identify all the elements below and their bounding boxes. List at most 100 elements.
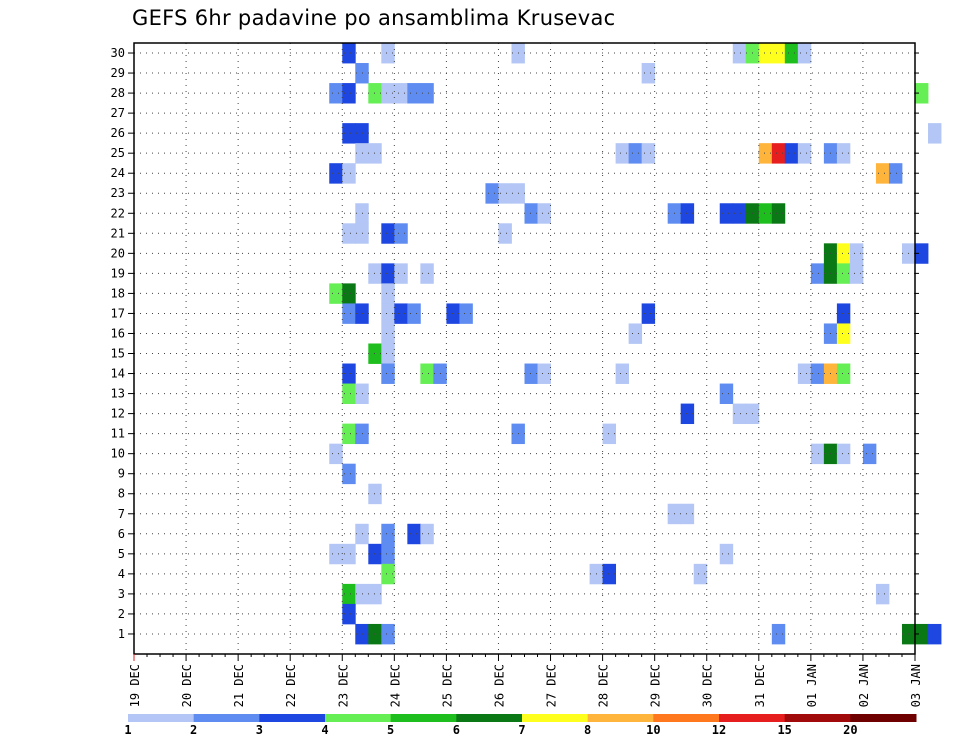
heatmap-cell (615, 143, 630, 164)
heatmap-cell (342, 223, 356, 244)
x-tick-label: 01 JAN (805, 664, 819, 707)
heatmap-cell (368, 623, 382, 645)
x-tick-label: 03 JAN (909, 664, 923, 707)
heatmap-cell (928, 123, 942, 144)
legend-color-box (259, 714, 326, 722)
heatmap-cell (355, 123, 369, 144)
heatmap-cell (381, 303, 395, 324)
heatmap-cell (381, 543, 395, 565)
heatmap-cell (342, 603, 356, 625)
y-tick-label: 13 (111, 387, 125, 401)
heatmap-cell (836, 363, 851, 384)
heatmap-cell (732, 403, 747, 425)
y-tick-label: 18 (111, 286, 125, 300)
y-tick-label: 19 (111, 266, 125, 280)
heatmap-cell (342, 83, 356, 104)
heatmap-cell (719, 383, 734, 404)
heatmap-cell (394, 263, 408, 284)
y-tick-label: 27 (111, 106, 125, 120)
heatmap-cell (810, 263, 825, 284)
y-tick-label: 4 (118, 567, 125, 581)
heatmap-cell (342, 303, 356, 324)
legend-label: 2 (190, 723, 197, 737)
y-tick-label: 3 (118, 587, 125, 601)
legend-color-box (719, 714, 786, 722)
heatmap-cell (928, 623, 942, 645)
heatmap-cell (342, 463, 356, 485)
heatmap-cell (368, 543, 382, 565)
y-tick-label: 30 (111, 46, 125, 60)
heatmap-cell (355, 143, 369, 164)
heatmap-cell (420, 363, 434, 384)
heatmap-cell (810, 443, 825, 465)
x-tick-label: 02 JAN (857, 664, 871, 707)
heatmap-cell (381, 223, 395, 244)
heatmap-cell (381, 623, 395, 645)
heatmap-cell (771, 143, 786, 164)
heatmap-cell (784, 43, 799, 64)
heatmap-cell (342, 423, 356, 445)
x-tick-label: 20 DEC (180, 664, 194, 707)
heatmap-cell (602, 423, 617, 445)
legend-label: 1 (124, 723, 131, 737)
heatmap-cell (732, 203, 747, 224)
y-tick-label: 17 (111, 306, 125, 320)
heatmap-cell (524, 363, 538, 384)
heatmap-cell (329, 163, 343, 184)
y-tick-label: 23 (111, 186, 125, 200)
heatmap-cell (849, 243, 864, 264)
y-tick-label: 11 (111, 427, 125, 441)
heatmap-cell (719, 543, 734, 565)
heatmap-cell (680, 203, 695, 224)
chart-title: GEFS 6hr padavine po ansamblima Krusevac (132, 6, 616, 30)
x-axis: 19 DEC 20 DEC 21 DEC 22 DEC 23 DEC 24 DEC 25 D… (128, 654, 923, 707)
y-tick-label: 2 (118, 607, 125, 621)
y-tick-label: 10 (111, 447, 125, 461)
heatmap-cell (797, 363, 812, 384)
heatmap-cell (732, 43, 747, 64)
heatmap-cell (641, 303, 656, 324)
heatmap-cell (836, 263, 851, 284)
heatmap-cell (641, 143, 656, 164)
heatmap-cell (915, 243, 929, 264)
legend-color-box (128, 714, 195, 722)
heatmap-cell (420, 263, 434, 284)
x-tick-label: 27 DEC (545, 664, 559, 707)
heatmap-cell (537, 363, 551, 384)
heatmap-cell (628, 323, 643, 344)
heatmap-cell (342, 583, 356, 605)
y-tick-label: 26 (111, 126, 125, 140)
heatmap-cell (381, 343, 395, 364)
y-axis: 1234567891011121314151617181920212223242… (111, 46, 919, 641)
x-tick-label: 28 DEC (597, 664, 611, 707)
heatmap-cell (810, 363, 825, 384)
heatmap-cell (915, 623, 929, 645)
y-tick-label: 14 (111, 367, 125, 381)
heatmap-cell (693, 563, 708, 585)
legend-label: 5 (387, 723, 394, 737)
heatmap-cell (381, 43, 395, 64)
heatmap-cell (355, 623, 369, 645)
heatmap-cell (355, 223, 369, 244)
heatmap-cell (797, 43, 812, 64)
y-tick-label: 6 (118, 527, 125, 541)
heatmap-cell (498, 183, 512, 204)
heatmap-cell (381, 263, 395, 284)
heatmap-cell (381, 83, 395, 104)
heatmap-cell (329, 83, 343, 104)
heatmap-cell (394, 83, 408, 104)
legend-color-box (325, 714, 392, 722)
y-tick-label: 12 (111, 407, 125, 421)
x-tick-label: 31 DEC (753, 664, 767, 707)
y-tick-label: 15 (111, 347, 125, 361)
x-tick-label: 23 DEC (336, 664, 350, 707)
heatmap-cell (628, 143, 643, 164)
heatmap-cell (446, 303, 460, 324)
y-tick-label: 29 (111, 66, 125, 80)
color-legend: 1 2 3 4 5 6 7 8 10 12 15 20 (124, 714, 917, 737)
x-tick-label: 29 DEC (649, 664, 663, 707)
heatmap-cell (329, 283, 343, 304)
heatmap-cell (719, 203, 734, 224)
heatmap-cell (342, 43, 356, 64)
legend-color-box (784, 714, 851, 722)
